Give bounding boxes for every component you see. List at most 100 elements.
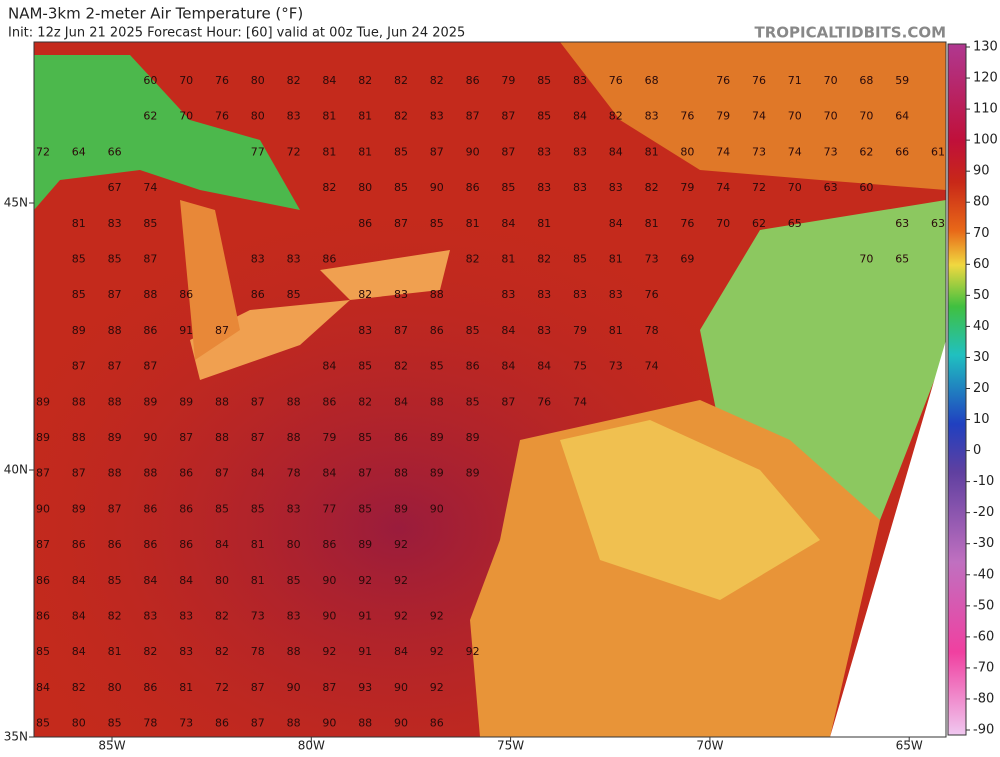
temperature-label: 87	[72, 360, 86, 373]
temperature-label: 86	[179, 467, 193, 480]
colorbar-label: 50	[973, 288, 990, 303]
temperature-label: 83	[179, 645, 193, 658]
temperature-label: 92	[430, 645, 444, 658]
temperature-label: 84	[573, 110, 587, 123]
temperature-label: 79	[573, 324, 587, 337]
colorbar-label: 120	[973, 71, 998, 86]
temperature-label: 85	[108, 717, 122, 730]
temperature-label: 83	[537, 181, 551, 194]
temperature-label: 81	[466, 217, 480, 230]
colorbar-label: 80	[973, 195, 990, 210]
temperature-label: 76	[716, 74, 730, 87]
temperature-label: 92	[358, 574, 372, 587]
temperature-label: 87	[322, 681, 336, 694]
temperature-label: 82	[287, 74, 301, 87]
temperature-label: 73	[609, 360, 623, 373]
temperature-label: 89	[430, 431, 444, 444]
temperature-label: 88	[215, 395, 229, 408]
temperature-label: 82	[537, 253, 551, 266]
colorbar-label: 40	[973, 319, 990, 334]
temperature-label: 85	[394, 181, 408, 194]
temperature-label: 86	[72, 538, 86, 551]
temperature-label: 84	[179, 574, 193, 587]
temperature-label: 70	[824, 110, 838, 123]
temperature-label: 82	[215, 610, 229, 623]
temperature-label: 89	[466, 431, 480, 444]
temperature-label: 90	[394, 717, 408, 730]
temperature-label: 80	[251, 74, 265, 87]
lat-label: 45N	[4, 196, 28, 210]
temperature-label: 82	[358, 74, 372, 87]
temperature-label: 86	[322, 253, 336, 266]
temperature-label: 81	[72, 217, 86, 230]
temperature-label: 88	[72, 431, 86, 444]
temperature-label: 86	[322, 395, 336, 408]
temperature-label: 87	[251, 681, 265, 694]
temperature-label: 83	[573, 181, 587, 194]
temperature-label: 81	[645, 145, 659, 158]
temperature-label: 82	[215, 645, 229, 658]
temperature-label: 68	[645, 74, 659, 87]
temperature-label: 83	[287, 110, 301, 123]
temperature-label: 86	[466, 360, 480, 373]
temperature-label: 62	[752, 217, 766, 230]
temperature-label: 92	[430, 610, 444, 623]
temperature-label: 85	[251, 502, 265, 515]
temperature-label: 70	[716, 217, 730, 230]
temperature-label: 83	[609, 288, 623, 301]
temperature-label: 85	[394, 145, 408, 158]
temperature-label: 89	[72, 324, 86, 337]
temperature-label: 62	[143, 110, 157, 123]
temperature-label: 82	[143, 645, 157, 658]
temperature-label: 82	[466, 253, 480, 266]
temperature-label: 63	[931, 217, 945, 230]
temperature-label: 88	[108, 395, 122, 408]
temperature-label: 83	[537, 145, 551, 158]
temperature-label: 87	[143, 360, 157, 373]
temperature-label: 85	[358, 360, 372, 373]
temperature-label: 79	[501, 74, 515, 87]
temperature-label: 90	[322, 717, 336, 730]
temperature-label: 82	[645, 181, 659, 194]
temperature-label: 88	[108, 324, 122, 337]
temperature-label: 88	[72, 395, 86, 408]
temperature-label: 80	[72, 717, 86, 730]
map-title: NAM-3km 2-meter Air Temperature (°F)	[8, 5, 303, 23]
temperature-label: 89	[108, 431, 122, 444]
temperature-label: 90	[36, 502, 50, 515]
temperature-label: 90	[394, 681, 408, 694]
temperature-label: 84	[36, 681, 50, 694]
temperature-label: 87	[108, 502, 122, 515]
temperature-label: 85	[501, 181, 515, 194]
temperature-label: 86	[430, 324, 444, 337]
temperature-label: 83	[537, 288, 551, 301]
colorbar-label: 0	[973, 443, 981, 458]
temperature-label: 87	[215, 324, 229, 337]
temperature-label: 86	[36, 574, 50, 587]
temperature-label: 83	[573, 74, 587, 87]
temperature-label: 90	[287, 681, 301, 694]
temperature-label: 89	[466, 467, 480, 480]
temperature-label: 86	[358, 217, 372, 230]
temperature-label: 75	[573, 360, 587, 373]
temperature-label: 88	[430, 395, 444, 408]
temperature-label: 84	[322, 74, 336, 87]
colorbar-label: 20	[973, 381, 990, 396]
temperature-label: 82	[108, 610, 122, 623]
temperature-label: 83	[287, 610, 301, 623]
temperature-label: 85	[36, 717, 50, 730]
temperature-label: 86	[179, 538, 193, 551]
temperature-label: 84	[394, 395, 408, 408]
colorbar-label: -50	[973, 598, 994, 613]
temperature-label: 77	[322, 502, 336, 515]
temperature-label: 60	[859, 181, 873, 194]
temperature-label: 91	[358, 645, 372, 658]
temperature-label: 78	[251, 645, 265, 658]
temperature-label: 88	[287, 717, 301, 730]
temperature-label: 80	[108, 681, 122, 694]
temperature-label: 82	[358, 288, 372, 301]
temperature-label: 85	[287, 574, 301, 587]
temperature-label: 65	[788, 217, 802, 230]
temperature-label: 84	[72, 574, 86, 587]
temperature-label: 87	[215, 467, 229, 480]
